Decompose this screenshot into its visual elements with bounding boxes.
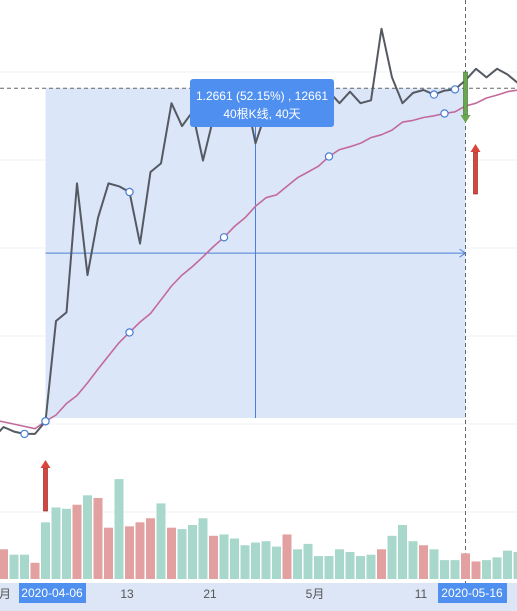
volume-bar	[503, 550, 512, 579]
volume-bar	[471, 561, 481, 579]
anchor-point[interactable]	[429, 90, 439, 99]
volume-bar	[20, 554, 29, 579]
volume-bar	[167, 527, 176, 579]
anchor-point[interactable]	[125, 328, 134, 337]
volume-bar	[114, 479, 124, 579]
anchor-point[interactable]	[219, 233, 229, 242]
volume-bar	[356, 556, 365, 579]
anchor-point[interactable]	[440, 109, 449, 118]
volume-bar	[219, 534, 229, 579]
buy-arrow-shaft	[43, 467, 48, 512]
anchor-point[interactable]	[125, 187, 134, 197]
volume-bar	[251, 542, 260, 579]
x-highlight-label-start: 2020-04-06	[21, 586, 83, 600]
volume-bar	[135, 522, 145, 579]
volume-bar	[125, 526, 134, 579]
volume-bar	[188, 525, 197, 579]
volume-bar	[482, 560, 491, 579]
volume-bar	[461, 553, 470, 579]
buy-arrow-head	[470, 144, 481, 152]
x-tick-label: 5月	[306, 587, 325, 601]
sell-arrow-head	[460, 115, 471, 123]
volume-bar	[419, 545, 428, 579]
x-highlight-label-end: 2020-05-16	[441, 586, 503, 600]
tooltip-line-1: 1.2661 (52.15%) , 12661	[195, 89, 329, 103]
volume-bar	[9, 554, 19, 579]
volume-bar	[387, 535, 397, 579]
volume-bar	[324, 556, 334, 579]
volume-bar	[450, 560, 460, 579]
moving-average-line	[0, 89, 517, 430]
volume-bar	[177, 529, 187, 579]
volume-bar	[51, 507, 61, 579]
volume-bar	[146, 518, 155, 579]
volume-bar	[198, 518, 208, 579]
anchor-point[interactable]	[324, 152, 334, 161]
x-tick-label: 11	[415, 587, 428, 601]
anchor-point[interactable]	[20, 429, 29, 439]
volume-bar	[440, 560, 449, 579]
volume-bar	[62, 508, 71, 579]
volume-bar	[429, 549, 439, 579]
volume-bar	[209, 535, 218, 579]
buy-arrow-head	[40, 460, 51, 468]
volume-bar	[104, 527, 113, 579]
volume-bar	[261, 541, 271, 579]
volume-bar	[93, 498, 103, 579]
volume-bar	[366, 554, 376, 579]
tooltip-line-2: 40根K线, 40天	[223, 107, 301, 121]
x-tick-label: 月	[0, 587, 11, 601]
volume-bar	[83, 495, 92, 579]
x-tick-label: 21	[203, 587, 217, 601]
x-axis-highlight-end	[438, 583, 507, 603]
volume-bar	[492, 557, 502, 579]
volume-bar	[230, 538, 239, 579]
volume-bar	[272, 546, 281, 579]
anchor-point[interactable]	[41, 417, 50, 426]
volume-bar	[156, 503, 166, 579]
volume-bar	[335, 549, 344, 579]
x-tick-label: 13	[120, 587, 134, 601]
measure-arrow-right	[459, 248, 467, 258]
volume-bar	[398, 525, 407, 579]
volume-bar	[513, 552, 517, 579]
buy-arrow-shaft	[473, 151, 478, 195]
volume-bar	[293, 549, 302, 579]
volume-bar	[282, 534, 292, 579]
volume-bar	[240, 545, 250, 579]
volume-bar	[314, 556, 323, 579]
volume-bar	[345, 552, 355, 579]
volume-bar	[72, 504, 82, 579]
x-axis-highlight-start	[19, 583, 86, 603]
sell-arrow-shaft	[463, 71, 468, 116]
x-axis-bar	[0, 583, 517, 611]
volume-bar	[408, 541, 418, 579]
volume-bar	[0, 549, 8, 579]
volume-bar	[377, 549, 386, 579]
volume-bar	[41, 522, 50, 579]
volume-bar	[303, 543, 313, 579]
anchor-point[interactable]	[450, 85, 460, 94]
measure-tooltip: 1.2661 (52.15%) , 12661 40根K线, 40天	[190, 79, 334, 127]
volume-bar	[30, 562, 40, 579]
